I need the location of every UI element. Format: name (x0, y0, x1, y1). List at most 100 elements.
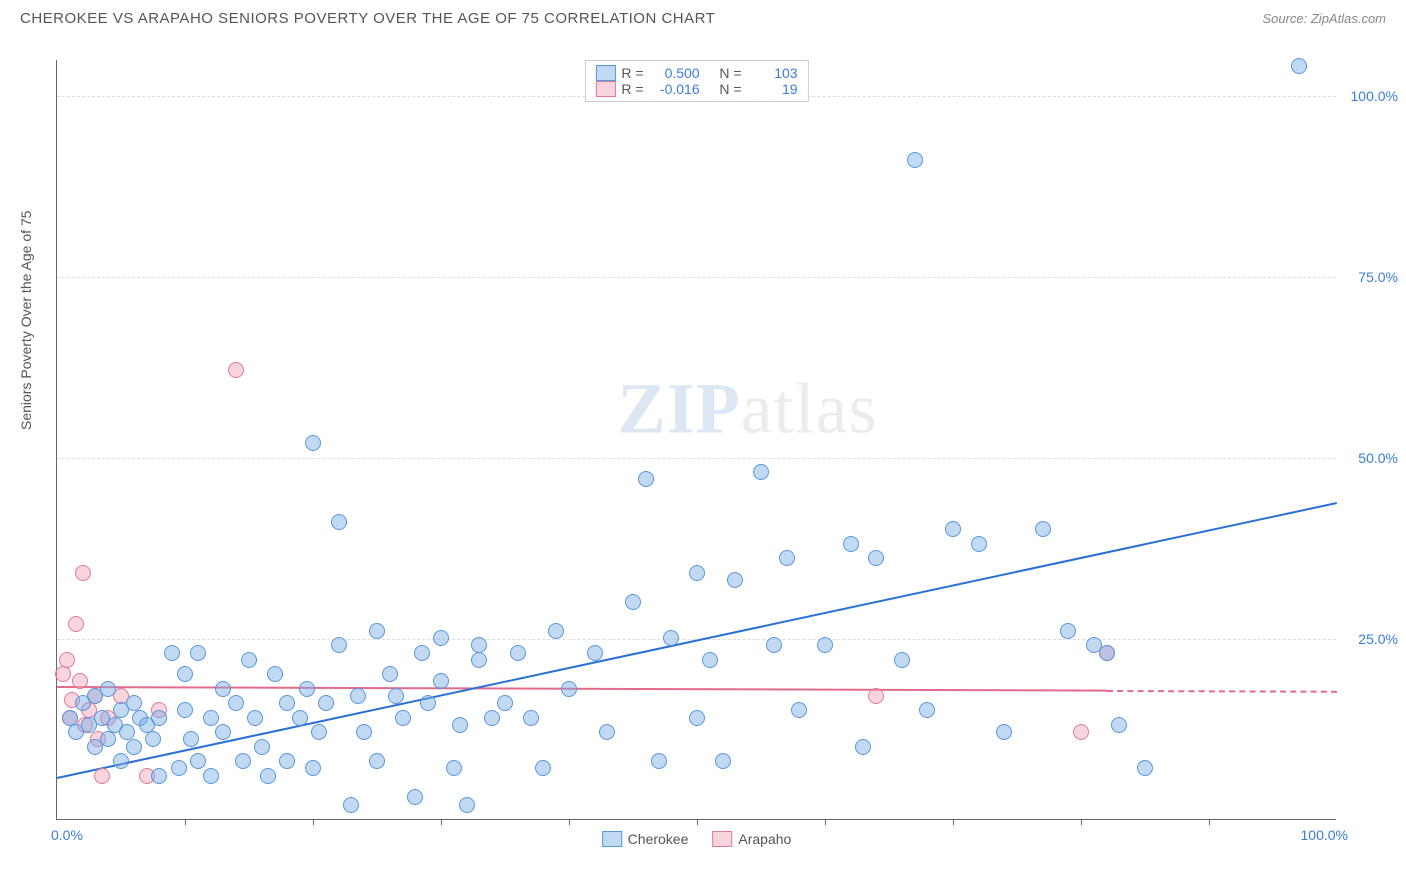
data-point-arapaho (868, 688, 884, 704)
swatch-cherokee (602, 831, 622, 847)
legend-label: Cherokee (628, 831, 689, 847)
data-point-cherokee (919, 702, 935, 718)
data-point-cherokee (1111, 717, 1127, 733)
data-point-cherokee (311, 724, 327, 740)
scatter-chart: ZIPatlas R = 0.500 N = 103 R = -0.016 N … (56, 60, 1336, 820)
data-point-cherokee (260, 768, 276, 784)
data-point-cherokee (350, 688, 366, 704)
data-point-cherokee (145, 731, 161, 747)
data-point-cherokee (855, 739, 871, 755)
x-tick-mark (441, 819, 442, 825)
data-point-cherokee (727, 572, 743, 588)
y-axis-label: Seniors Poverty Over the Age of 75 (18, 211, 34, 430)
data-point-arapaho (68, 616, 84, 632)
data-point-cherokee (126, 739, 142, 755)
data-point-arapaho (55, 666, 71, 682)
data-point-cherokee (203, 768, 219, 784)
x-tick-mark (313, 819, 314, 825)
data-point-cherokee (369, 753, 385, 769)
data-point-cherokee (247, 710, 263, 726)
data-point-cherokee (228, 695, 244, 711)
data-point-cherokee (151, 710, 167, 726)
data-point-cherokee (523, 710, 539, 726)
data-point-arapaho (228, 362, 244, 378)
data-point-cherokee (382, 666, 398, 682)
data-point-cherokee (356, 724, 372, 740)
chart-title: CHEROKEE VS ARAPAHO SENIORS POVERTY OVER… (20, 10, 715, 27)
data-point-cherokee (689, 565, 705, 581)
data-point-cherokee (1099, 645, 1115, 661)
data-point-cherokee (343, 797, 359, 813)
data-point-cherokee (318, 695, 334, 711)
data-point-arapaho (75, 565, 91, 581)
data-point-cherokee (420, 695, 436, 711)
data-point-cherokee (100, 681, 116, 697)
data-point-cherokee (369, 623, 385, 639)
data-point-cherokee (446, 760, 462, 776)
legend-row-arapaho: R = -0.016 N = 19 (595, 81, 797, 97)
data-point-cherokee (791, 702, 807, 718)
data-point-cherokee (164, 645, 180, 661)
data-point-cherokee (292, 710, 308, 726)
gridline (57, 458, 1336, 459)
data-point-cherokee (183, 731, 199, 747)
source-attribution: Source: ZipAtlas.com (1262, 11, 1386, 26)
correlation-legend: R = 0.500 N = 103 R = -0.016 N = 19 (584, 60, 808, 102)
data-point-cherokee (753, 464, 769, 480)
legend-item-cherokee: Cherokee (602, 831, 689, 847)
swatch-arapaho (595, 81, 615, 97)
data-point-cherokee (561, 681, 577, 697)
data-point-cherokee (100, 731, 116, 747)
trend-line-arapaho-extrapolated (1107, 690, 1337, 693)
data-point-cherokee (996, 724, 1012, 740)
data-point-cherokee (241, 652, 257, 668)
data-point-cherokee (471, 652, 487, 668)
data-point-cherokee (625, 594, 641, 610)
swatch-arapaho (712, 831, 732, 847)
data-point-cherokee (1060, 623, 1076, 639)
data-point-cherokee (414, 645, 430, 661)
data-point-arapaho (94, 768, 110, 784)
data-point-cherokee (459, 797, 475, 813)
x-tick-mark (569, 819, 570, 825)
data-point-cherokee (203, 710, 219, 726)
swatch-cherokee (595, 65, 615, 81)
legend-label: Arapaho (738, 831, 791, 847)
x-tick-mark (697, 819, 698, 825)
data-point-cherokee (279, 753, 295, 769)
data-point-cherokee (484, 710, 500, 726)
data-point-cherokee (971, 536, 987, 552)
data-point-cherokee (177, 666, 193, 682)
data-point-cherokee (945, 521, 961, 537)
data-point-cherokee (715, 753, 731, 769)
data-point-cherokee (1035, 521, 1051, 537)
data-point-cherokee (190, 753, 206, 769)
data-point-cherokee (151, 768, 167, 784)
data-point-cherokee (452, 717, 468, 733)
data-point-cherokee (395, 710, 411, 726)
data-point-cherokee (535, 760, 551, 776)
data-point-cherokee (548, 623, 564, 639)
y-tick-label: 100.0% (1343, 88, 1398, 104)
data-point-cherokee (587, 645, 603, 661)
data-point-cherokee (215, 724, 231, 740)
data-point-cherokee (1291, 58, 1307, 74)
data-point-cherokee (113, 753, 129, 769)
legend-row-cherokee: R = 0.500 N = 103 (595, 65, 797, 81)
data-point-cherokee (471, 637, 487, 653)
data-point-arapaho (1073, 724, 1089, 740)
data-point-cherokee (689, 710, 705, 726)
data-point-cherokee (702, 652, 718, 668)
data-point-arapaho (59, 652, 75, 668)
data-point-cherokee (388, 688, 404, 704)
data-point-cherokee (868, 550, 884, 566)
data-point-cherokee (331, 514, 347, 530)
data-point-cherokee (299, 681, 315, 697)
data-point-cherokee (766, 637, 782, 653)
data-point-cherokee (638, 471, 654, 487)
data-point-cherokee (407, 789, 423, 805)
data-point-cherokee (177, 702, 193, 718)
data-point-cherokee (651, 753, 667, 769)
data-point-cherokee (190, 645, 206, 661)
y-tick-label: 50.0% (1343, 450, 1398, 466)
